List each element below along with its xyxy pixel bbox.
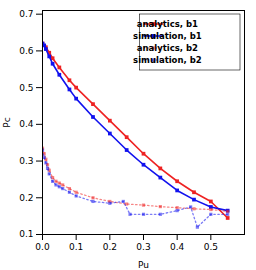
- svg-text:0.4: 0.4: [19, 119, 34, 129]
- svg-text:0.6: 0.6: [19, 46, 34, 56]
- svg-text:0.7: 0.7: [19, 9, 33, 19]
- svg-text:0.5: 0.5: [204, 242, 218, 252]
- svg-text:0.2: 0.2: [19, 193, 33, 203]
- svg-text:Pc: Pc: [2, 117, 12, 127]
- svg-text:simulation, b1: simulation, b1: [133, 31, 202, 41]
- svg-text:analytics, b1: analytics, b1: [137, 19, 198, 29]
- svg-text:0.0: 0.0: [35, 242, 50, 252]
- svg-text:analytics, b2: analytics, b2: [137, 43, 198, 53]
- svg-text:simulation, b2: simulation, b2: [133, 55, 202, 65]
- svg-text:0.4: 0.4: [170, 242, 185, 252]
- svg-text:0.5: 0.5: [19, 82, 33, 92]
- svg-text:0.3: 0.3: [136, 242, 150, 252]
- svg-text:Pu: Pu: [138, 260, 149, 270]
- svg-text:0.2: 0.2: [103, 242, 117, 252]
- svg-text:0.1: 0.1: [69, 242, 83, 252]
- svg-text:0.3: 0.3: [19, 156, 33, 166]
- svg-text:0.1: 0.1: [19, 229, 33, 239]
